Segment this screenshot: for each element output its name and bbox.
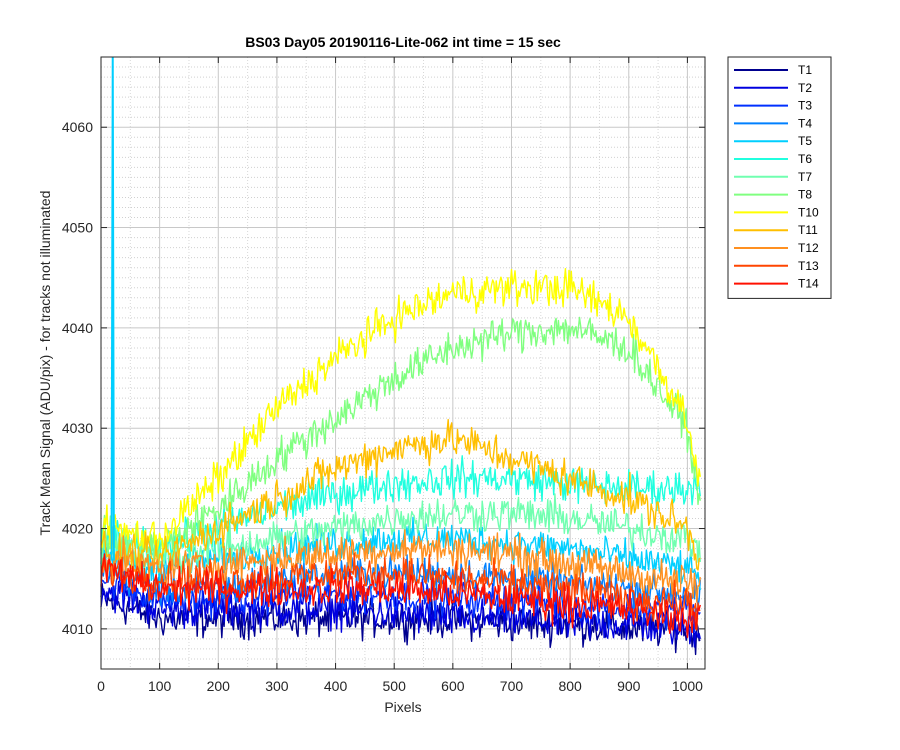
y-tick-label: 4010 [62, 621, 93, 637]
x-tick-label: 200 [207, 678, 231, 694]
legend-label-t13: T13 [798, 259, 819, 273]
legend-label-t6: T6 [798, 152, 812, 166]
series-layer [100, 56, 701, 656]
legend-label-t2: T2 [798, 81, 812, 95]
series-spike [110, 56, 115, 561]
chart-title: BS03 Day05 20190116-Lite-062 int time = … [245, 34, 561, 50]
y-tick-label: 4060 [62, 119, 93, 135]
series-line-t11 [100, 418, 701, 575]
series-line-t2 [100, 580, 701, 648]
legend-label-t1: T1 [798, 63, 812, 77]
x-tick-label: 300 [265, 678, 289, 694]
legend-label-t10: T10 [798, 205, 819, 219]
legend-label-t4: T4 [798, 116, 812, 130]
legend: T1 T2 T3 T4 T5 T6 T7 T8 T10 T11 T12 T13 T14 [727, 56, 832, 299]
y-axis-label: Track Mean Signal (ADU/pix) - for tracks… [37, 191, 53, 536]
series-line-t10 [100, 268, 701, 554]
x-tick-label: 400 [324, 678, 348, 694]
y-tick-label: 4020 [62, 521, 93, 537]
legend-label-t14: T14 [798, 277, 819, 291]
series-line-t7 [100, 493, 701, 575]
x-tick-label: 900 [617, 678, 641, 694]
legend-label-t8: T8 [798, 188, 812, 202]
x-tick-label: 0 [97, 678, 105, 694]
legend-label-t7: T7 [798, 170, 812, 184]
x-tick-label: 1000 [672, 678, 703, 694]
y-tick-label: 4030 [62, 420, 93, 436]
y-tick-label: 4050 [62, 220, 93, 236]
x-tick-label: 100 [148, 678, 172, 694]
x-tick-label: 600 [441, 678, 465, 694]
legend-label-t12: T12 [798, 241, 819, 255]
legend-label-t5: T5 [798, 134, 812, 148]
y-tick-label: 4040 [62, 320, 93, 336]
ticks: 0 100 200 300 400 500 600 700 800 900 1000 4010 4020… [62, 57, 705, 694]
x-tick-label: 700 [500, 678, 524, 694]
x-tick-label: 800 [558, 678, 582, 694]
x-tick-label: 500 [383, 678, 407, 694]
plot-frame [100, 56, 706, 670]
series-line-t12 [100, 529, 701, 603]
series-line-t14 [100, 553, 701, 638]
legend-label-t3: T3 [798, 99, 812, 113]
x-axis-label: Pixels [384, 699, 421, 715]
legend-label-t11: T11 [798, 223, 818, 237]
